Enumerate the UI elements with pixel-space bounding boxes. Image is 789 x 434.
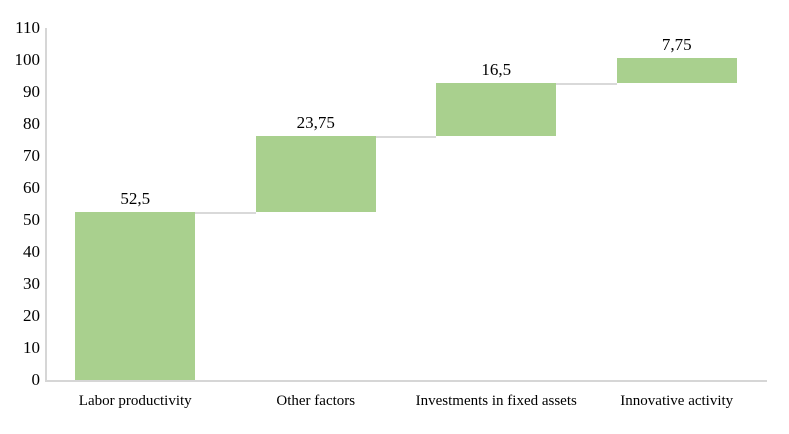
connector-line: [195, 212, 256, 214]
y-tick-label: 50: [23, 210, 40, 229]
x-tick-label-innovative-activity: Innovative activity: [620, 393, 734, 409]
y-tick-label: 20: [23, 306, 40, 325]
y-tick-label: 0: [31, 370, 41, 389]
x-tick-label-investments-in-fixed-assets: Investments in fixed assets: [415, 393, 577, 409]
bar-labor-productivity: [75, 212, 196, 380]
bar-value-label-other-factors: 23,75: [296, 113, 335, 132]
connector-line: [556, 83, 617, 86]
y-tick-label: 70: [23, 146, 40, 165]
y-tick-label: 90: [23, 82, 40, 101]
x-tick-label-other-factors: Other factors: [276, 393, 356, 409]
x-tick-label-labor-productivity: Labor productivity: [78, 393, 192, 409]
bar-innovative-activity: [616, 58, 737, 84]
y-tick-label: 80: [23, 114, 40, 133]
bar-value-label-investments-in-fixed-assets: 16,5: [481, 60, 512, 80]
y-tick-label: 100: [14, 50, 41, 69]
bar-value-label-innovative-activity: 7,75: [661, 35, 692, 55]
y-tick-label: 10: [23, 338, 40, 357]
bar-investments-in-fixed-assets: [436, 83, 557, 136]
x-axis-line: [45, 380, 767, 382]
y-tick-label: 60: [23, 178, 40, 197]
y-tick-label: 110: [15, 18, 40, 37]
connector-line: [375, 136, 437, 138]
bar-value-label-labor-productivity: 52,5: [120, 189, 151, 208]
y-tick-label: 40: [23, 242, 40, 261]
y-axis-line: [45, 28, 47, 382]
y-tick-label: 30: [23, 274, 40, 293]
bar-other-factors: [255, 136, 376, 212]
